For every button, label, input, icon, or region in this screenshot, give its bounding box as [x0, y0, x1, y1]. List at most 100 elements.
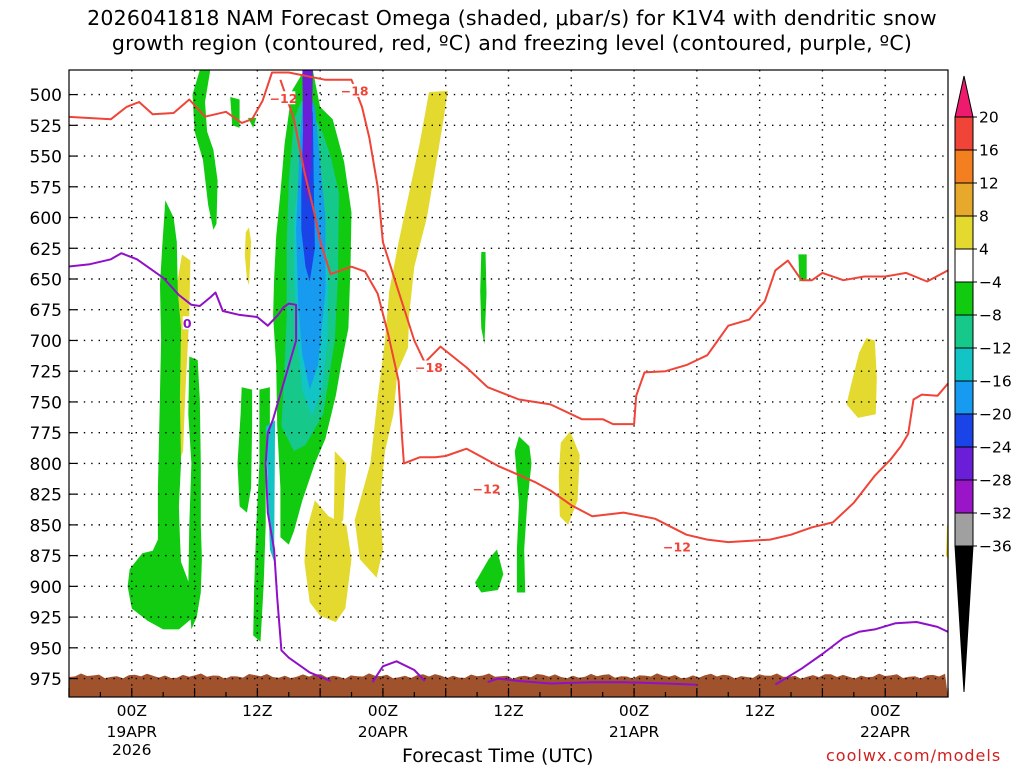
- contour-label-2: −18: [415, 360, 443, 375]
- omega-shaded-layer: [127, 70, 948, 642]
- colorbar-label: 8: [979, 208, 989, 226]
- y-tick-label: 600: [30, 209, 62, 229]
- gridlines: [69, 70, 948, 697]
- y-tick-label: 875: [30, 547, 62, 567]
- omega-region-11: [127, 200, 194, 630]
- omega-region-17: [514, 436, 532, 593]
- omega-region-8: [192, 70, 218, 230]
- colorbar-label: −24: [979, 439, 1012, 457]
- colorbar-segment: [954, 281, 974, 316]
- colorbar-label: −28: [979, 472, 1012, 490]
- omega-region-22: [265, 420, 276, 562]
- chart-title-line-1: 2026041818 NAM Forecast Omega (shaded, μ…: [87, 6, 937, 30]
- x-tick-label: 12Z: [242, 702, 272, 720]
- contour-label-bg: [417, 360, 441, 374]
- colorbar-segment: [954, 380, 974, 415]
- colorbar-label: −12: [979, 340, 1012, 358]
- y-tick-label: 700: [30, 332, 62, 352]
- y-tick-label: 850: [30, 516, 62, 536]
- colorbar-segment: [954, 479, 974, 514]
- colorbar-segment: [954, 446, 974, 481]
- y-tick-label: 625: [30, 240, 62, 260]
- chart-title: 2026041818 NAM Forecast Omega (shaded, μ…: [0, 6, 1024, 56]
- x-tick-label: 00Z: [368, 702, 398, 720]
- colorbar-label: −20: [979, 406, 1012, 424]
- omega-region-13: [237, 387, 253, 513]
- y-tick-label: 975: [30, 670, 62, 690]
- colorbar-segment: [954, 347, 974, 382]
- omega-region-9: [230, 97, 240, 128]
- y-tick-label: 550: [30, 148, 62, 168]
- contour-line-5: [774, 621, 948, 686]
- colorbar-label: −36: [979, 538, 1012, 556]
- y-axis: 500 525 550 575 600 625 650 675 700 725 750 775 800 8…: [30, 86, 77, 690]
- y-tick-label: 925: [30, 609, 62, 629]
- omega-region-1: [304, 500, 352, 622]
- colorbar: 20 16 12 8 4 −4 −8 −12 −16 −20 −24 −28 −32 −36: [954, 75, 1012, 693]
- contour-label-5: 0: [183, 316, 192, 331]
- y-tick-label: 675: [30, 301, 62, 321]
- x-tick-date-label: 19APR: [107, 723, 158, 741]
- y-tick-label: 900: [30, 578, 62, 598]
- omega-region-2: [333, 451, 347, 533]
- credit-text: coolwx.com/models: [826, 746, 1002, 765]
- colorbar-bottom-arrow: [954, 545, 974, 693]
- colorbar-label: −8: [979, 307, 1002, 325]
- contour-line-4: [487, 677, 697, 686]
- colorbar-label: 16: [979, 142, 999, 160]
- x-tick-date-label: 2026: [112, 741, 151, 759]
- colorbar-segment: [954, 512, 974, 547]
- omega-region-3: [558, 431, 580, 525]
- y-tick-label: 825: [30, 486, 62, 506]
- x-tick-label: 12Z: [744, 702, 774, 720]
- omega-region-0: [354, 90, 448, 578]
- y-tick-label: 750: [30, 393, 62, 413]
- contour-label-bg: [665, 540, 689, 554]
- omega-region-18: [480, 252, 487, 345]
- y-tick-label: 800: [30, 455, 62, 475]
- contour-line-1: [279, 79, 948, 544]
- x-tick-label: 12Z: [493, 702, 523, 720]
- y-tick-label: 775: [30, 424, 62, 444]
- contour-label-3: −12: [473, 482, 501, 497]
- contour-label-4: −12: [663, 540, 691, 555]
- x-tick-date-label: 21APR: [609, 723, 660, 741]
- y-tick-label: 650: [30, 271, 62, 291]
- x-tick-date-label: 20APR: [358, 723, 409, 741]
- y-tick-label: 525: [30, 117, 62, 137]
- colorbar-label: −16: [979, 373, 1012, 391]
- colorbar-top-arrow: [954, 75, 974, 118]
- chart-title-line-2: growth region (contoured, red, ºC) and f…: [111, 31, 913, 55]
- contour-label-layer: −12 −18 −18 −12 −12 0: [182, 83, 691, 555]
- contour-label-0: −12: [270, 91, 298, 106]
- contour-line-0: [69, 71, 948, 426]
- x-tick-label: 00Z: [117, 702, 147, 720]
- colorbar-segment: [954, 413, 974, 448]
- colorbar-segment: [954, 116, 974, 151]
- omega-region-6: [244, 227, 252, 286]
- colorbar-label: 12: [979, 175, 999, 193]
- colorbar-segment: [954, 149, 974, 184]
- omega-region-4: [846, 338, 877, 418]
- contour-line-3: [371, 660, 426, 683]
- colorbar-segment: [954, 314, 974, 349]
- contour-label-bg: [342, 83, 367, 97]
- contour-label-bg: [271, 91, 296, 105]
- omega-region-16: [475, 549, 504, 593]
- x-tick-label: 00Z: [870, 702, 900, 720]
- y-tick-label: 500: [30, 86, 62, 106]
- y-tick-label: 575: [30, 178, 62, 198]
- x-axis-label: Forecast Time (UTC): [402, 745, 594, 767]
- colorbar-segment: [954, 182, 974, 217]
- colorbar-label: 20: [979, 109, 999, 127]
- colorbar-label: 4: [979, 241, 989, 259]
- omega-region-19: [798, 254, 807, 282]
- y-tick-label: 950: [30, 639, 62, 659]
- colorbar-label: −4: [979, 274, 1002, 292]
- y-tick-label: 725: [30, 363, 62, 383]
- contour-label-bg: [474, 482, 499, 496]
- x-tick-label: 00Z: [619, 702, 649, 720]
- x-tick-date-label: 22APR: [860, 723, 911, 741]
